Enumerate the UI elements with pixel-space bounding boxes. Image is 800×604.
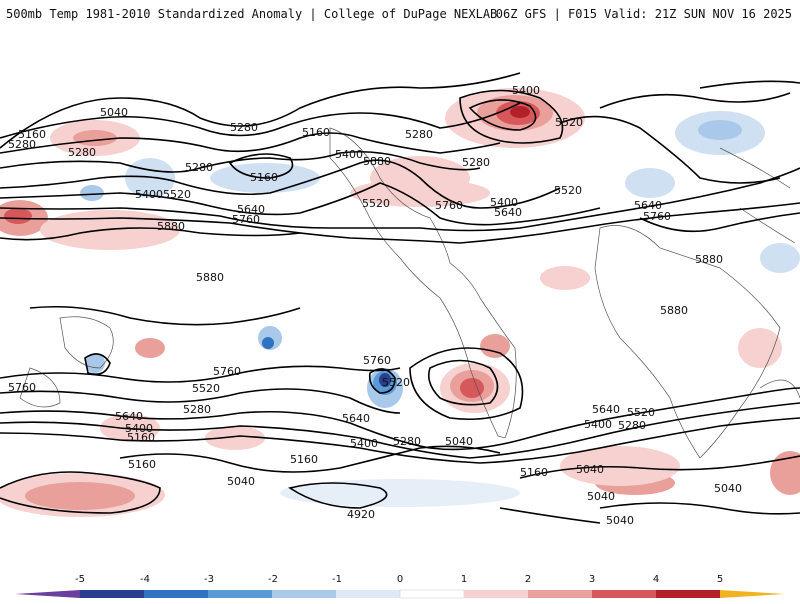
contour-label: 5400 — [512, 84, 540, 97]
contour-label: 5040 — [714, 482, 742, 495]
contour-label: 5520 — [382, 376, 410, 389]
colorbar-graphic — [15, 589, 785, 599]
contour-label: 5160 — [520, 466, 548, 479]
contour-label: 5400 — [584, 418, 612, 431]
contour-label: 5160 — [302, 126, 330, 139]
contour-label: 5280 — [183, 403, 211, 416]
coastlines — [19, 127, 800, 459]
contour-label: 5280 — [230, 121, 258, 134]
colorbar-tick: -1 — [332, 574, 342, 585]
contour-label: 5520 — [163, 188, 191, 201]
colorbar-tick: -5 — [75, 574, 85, 585]
colorbar-segment — [528, 590, 592, 598]
contour-label: 5040 — [606, 514, 634, 527]
contour-label: 5640 — [237, 203, 265, 216]
contour-label: 5520 — [554, 184, 582, 197]
colorbar-segment — [144, 590, 208, 598]
contour-label: 5880 — [363, 155, 391, 168]
colorbar-extend-high — [720, 590, 785, 598]
contour-label: 5040 — [576, 463, 604, 476]
contour-label: 5400 — [335, 148, 363, 161]
contour-label: 5040 — [227, 475, 255, 488]
contour-label: 5640 — [342, 412, 370, 425]
contour-label: 5040 — [587, 490, 615, 503]
contour-label: 5400 — [135, 188, 163, 201]
colorbar — [0, 560, 800, 600]
anomaly-map: 5040 5160 5280 5280 5160 5280 5400 5520 … — [0, 68, 800, 531]
colorbar-tick: -2 — [268, 574, 278, 585]
colorbar-segment — [592, 590, 656, 598]
contour-label: 5760 — [643, 210, 671, 223]
colorbar-segment — [80, 590, 144, 598]
contour-label: 5880 — [196, 271, 224, 284]
contour-label: 5160 — [250, 171, 278, 184]
contour-label: 5880 — [660, 304, 688, 317]
contour-labels: 5040 5160 5280 5280 5160 5280 5400 5520 … — [8, 84, 742, 527]
contour-label: 4920 — [347, 508, 375, 521]
height-contours — [0, 72, 800, 524]
map-title: 500mb Temp 1981-2010 Standardized Anomal… — [6, 7, 498, 21]
model-run-info: 06Z GFS | F015 Valid: 21Z SUN NOV 16 202… — [495, 7, 792, 21]
contour-label: 5160 — [290, 453, 318, 466]
colorbar-tick: 4 — [652, 574, 660, 585]
colorbar-segment — [656, 590, 720, 598]
contour-label: 5280 — [68, 146, 96, 159]
contour-label: 5040 — [445, 435, 473, 448]
contour-label: 5280 — [185, 161, 213, 174]
contour-label: 5160 — [128, 458, 156, 471]
colorbar-segment — [272, 590, 336, 598]
contour-label: 5400 — [125, 422, 153, 435]
contour-label: 5520 — [555, 116, 583, 129]
colorbar-tick: 3 — [588, 574, 596, 585]
colorbar-segment — [336, 590, 400, 598]
contour-label: 5760 — [213, 365, 241, 378]
contour-label: 5160 — [127, 431, 155, 444]
colorbar-tick: 0 — [396, 574, 404, 585]
colorbar-extend-low — [15, 590, 80, 598]
contour-label: 5760 — [232, 213, 260, 226]
contour-label: 5520 — [192, 382, 220, 395]
contour-label: 5280 — [8, 138, 36, 151]
colorbar-tick: 1 — [460, 574, 468, 585]
colorbar-tick: 5 — [716, 574, 724, 585]
colorbar-segment — [208, 590, 272, 598]
colorbar-tick: -4 — [140, 574, 150, 585]
contour-label: 5760 — [8, 381, 36, 394]
header-bar: 500mb Temp 1981-2010 Standardized Anomal… — [0, 0, 800, 40]
colorbar-tick: 2 — [524, 574, 532, 585]
contour-label: 5640 — [592, 403, 620, 416]
contour-label: 5280 — [393, 435, 421, 448]
contour-label: 5760 — [435, 199, 463, 212]
contour-label: 5160 — [18, 128, 46, 141]
contour-label: 5640 — [494, 206, 522, 219]
contour-label: 5280 — [618, 419, 646, 432]
contour-label: 5880 — [157, 220, 185, 233]
contour-label: 5400 — [350, 437, 378, 450]
contour-label: 5400 — [490, 196, 518, 209]
contour-label: 5520 — [362, 197, 390, 210]
colorbar-tick: -3 — [204, 574, 214, 585]
contour-label: 5520 — [627, 406, 655, 419]
contour-label: 5280 — [462, 156, 490, 169]
colorbar-segment — [399, 589, 465, 599]
contour-label: 5040 — [100, 106, 128, 119]
contour-label: 5640 — [634, 199, 662, 212]
contour-label: 5280 — [405, 128, 433, 141]
contour-label: 5760 — [363, 354, 391, 367]
contour-label: 5880 — [695, 253, 723, 266]
colorbar-segment — [464, 590, 528, 598]
contour-label: 5640 — [115, 410, 143, 423]
